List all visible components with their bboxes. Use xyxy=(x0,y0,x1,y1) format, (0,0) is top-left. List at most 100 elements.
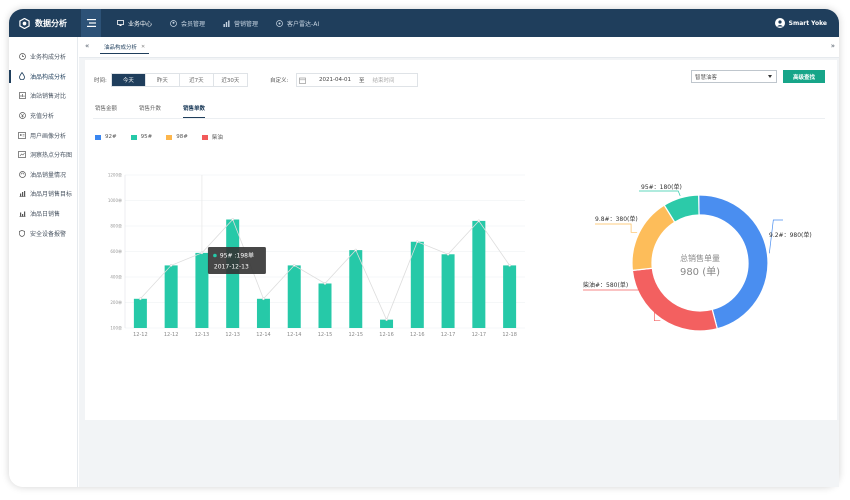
tab-sales-liters[interactable]: 销售升数 xyxy=(139,106,162,112)
trend-point xyxy=(354,248,358,252)
date-separator: 至 xyxy=(358,78,365,84)
tooltip: 95# :198单 2017-12-13 xyxy=(207,247,266,274)
legend-item-95[interactable]: 95# xyxy=(130,134,152,140)
tooltip-marker xyxy=(213,253,217,258)
tabs-next-button[interactable]: » xyxy=(830,42,835,50)
drop-icon xyxy=(18,72,26,81)
tabs-prev-button[interactable]: « xyxy=(85,42,90,50)
divider xyxy=(93,118,825,119)
sidebar-item-hotspot-map[interactable]: 洞察热点分布图 xyxy=(9,145,77,165)
donut-center-value: 980 (单) xyxy=(680,266,720,278)
start-date[interactable]: 2021-04-01 xyxy=(319,77,351,83)
tab-oil-composition[interactable]: 油品构成分析 ✕ xyxy=(100,41,150,54)
clock-icon xyxy=(18,53,26,61)
avatar xyxy=(774,18,785,28)
donut-chart: 9.2#：980(单) 柴油#：580(单) 9.8#：380(单) 95#：180(… xyxy=(583,183,812,332)
legend-item-diesel[interactable]: 柴油 xyxy=(201,133,223,141)
legend-swatch xyxy=(201,134,208,140)
leader-line xyxy=(595,223,638,233)
bar[interactable] xyxy=(133,298,147,328)
legend-item-92[interactable]: 92# xyxy=(95,134,117,140)
bar-chart-icon xyxy=(18,210,26,218)
trend-point xyxy=(415,240,419,244)
bar[interactable] xyxy=(318,283,332,328)
nav-business-center[interactable]: 业务中心 xyxy=(117,19,152,28)
bar[interactable] xyxy=(256,298,270,328)
tab-sales-orders[interactable]: 销售单数 xyxy=(183,104,206,118)
sidebar-item-station-compare[interactable]: 油站销售对比 xyxy=(9,86,77,106)
y-tick-label: 1000单 xyxy=(108,197,122,203)
slice-label: 柴油#：580(单) xyxy=(583,281,628,289)
metric-tabs: 销售金额 销售升数 销售单数 xyxy=(95,104,227,118)
bar[interactable] xyxy=(287,265,301,328)
x-tick-label: 12-13 xyxy=(225,332,240,338)
trend-point xyxy=(169,264,173,267)
map-icon xyxy=(18,151,26,159)
range-30days-button[interactable]: 近30天 xyxy=(221,77,240,84)
trend-point xyxy=(139,297,142,301)
trend-point xyxy=(323,282,327,285)
id-card-icon xyxy=(18,131,26,139)
close-icon[interactable]: ✕ xyxy=(141,44,146,50)
user-menu[interactable]: Smart Yoke xyxy=(774,9,827,37)
bar[interactable] xyxy=(503,265,517,328)
tooltip-value: 95# :198单 xyxy=(220,252,254,260)
x-tick-label: 12-12 xyxy=(164,332,179,338)
bar[interactable] xyxy=(410,241,424,328)
legend-swatch xyxy=(130,134,137,140)
menu-toggle-icon[interactable] xyxy=(81,9,101,37)
slice-label: 9.2#：980(单) xyxy=(769,231,812,239)
time-range-selector: 今天 昨天 近7天 近30天 xyxy=(110,72,248,87)
y-tick-label: 1200单 xyxy=(108,172,122,178)
station-select[interactable]: 智慧油客 xyxy=(691,70,777,83)
bar[interactable] xyxy=(195,252,209,328)
bar[interactable] xyxy=(164,265,178,328)
nav-customer-radar[interactable]: 客户雷达-AI xyxy=(276,19,319,28)
y-tick-label: 600单 xyxy=(110,248,122,254)
slice-label-group: 9.2#：980(单) xyxy=(768,219,812,254)
user-circle-icon xyxy=(170,19,177,27)
end-date-input[interactable]: 结束时间 xyxy=(372,78,395,84)
donut-slice[interactable] xyxy=(663,194,700,223)
trend-point xyxy=(200,251,204,255)
nav-marketing-management[interactable]: 营销管理 xyxy=(223,19,258,28)
donut-slice[interactable] xyxy=(631,204,676,272)
tooltip-date: 2017-12-13 xyxy=(214,264,249,271)
legend-item-98[interactable]: 98# xyxy=(166,134,188,140)
range-7days-button[interactable]: 近7天 xyxy=(180,73,214,86)
trend-point xyxy=(446,252,450,256)
x-tick-label: 12-16 xyxy=(379,332,394,338)
app-title: 数据分析 xyxy=(35,18,67,28)
slice-label-group: 95#：180(单) xyxy=(639,183,682,196)
slice-label-group: 柴油#：580(单) xyxy=(583,281,661,322)
sidebar-item-monthly-target[interactable]: 油品月销售目标 xyxy=(9,184,77,204)
bar[interactable] xyxy=(441,254,455,328)
range-yesterday-button[interactable]: 昨天 xyxy=(146,73,180,86)
sidebar-item-recharge[interactable]: 充值分析 xyxy=(9,106,77,126)
nav-member-management[interactable]: 会员管理 xyxy=(170,19,205,28)
sidebar-item-business-composition[interactable]: 业务构成分析 xyxy=(9,47,77,67)
bar[interactable] xyxy=(380,319,394,328)
sidebar-item-daily-sales[interactable]: 油品日销售 xyxy=(9,204,77,224)
filter-row: 时间: 今天 昨天 近7天 近30天 xyxy=(94,72,248,87)
calendar-icon xyxy=(297,77,307,84)
tab-sales-amount[interactable]: 销售金额 xyxy=(95,106,118,112)
compare-icon xyxy=(18,92,26,100)
bar[interactable] xyxy=(349,250,363,328)
chevron-down-icon xyxy=(768,75,772,78)
sidebar-item-user-portrait[interactable]: 用户画像分析 xyxy=(9,125,77,145)
sidebar-item-oil-composition[interactable]: 油品构成分析 xyxy=(9,67,77,87)
leader-line xyxy=(583,289,661,322)
legend-swatch xyxy=(95,134,101,140)
brand[interactable]: 数据分析 xyxy=(19,9,67,37)
date-range-picker[interactable]: 2021-04-01 至 结束时间 xyxy=(296,73,418,87)
sidebar-item-oil-sales-status[interactable]: 油品销量情况 xyxy=(9,165,77,185)
trend-point xyxy=(262,297,265,301)
trend-point xyxy=(385,318,388,322)
x-tick-label: 12-14 xyxy=(256,332,271,338)
bar-chart-icon xyxy=(18,190,26,198)
advanced-search-button[interactable]: 高级查找 xyxy=(783,70,825,83)
range-today-button[interactable]: 今天 xyxy=(111,73,146,86)
sidebar-item-safety-alarm[interactable]: 安全设备报警 xyxy=(9,223,77,243)
bar[interactable] xyxy=(472,220,486,328)
